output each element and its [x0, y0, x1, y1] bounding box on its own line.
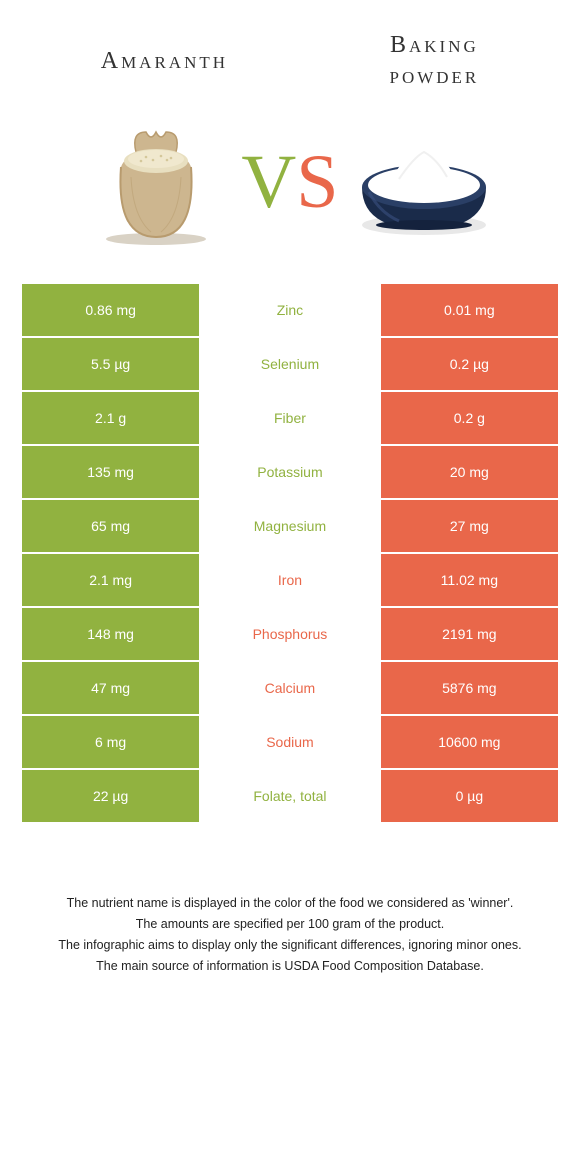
nutrient-name-cell: Potassium [200, 445, 379, 499]
footer-line: The infographic aims to display only the… [40, 936, 540, 955]
table-row: 22 µgFolate, total0 µg [21, 769, 559, 823]
baking-powder-image [349, 112, 499, 252]
right-food-title: Bakingpowder [389, 30, 479, 92]
header: Amaranth Bakingpowder [0, 0, 580, 102]
right-value-cell: 11.02 mg [380, 553, 559, 607]
left-value-cell: 2.1 g [21, 391, 200, 445]
table-row: 6 mgSodium10600 mg [21, 715, 559, 769]
nutrient-name-cell: Fiber [200, 391, 379, 445]
nutrient-name-cell: Folate, total [200, 769, 379, 823]
nutrient-name-cell: Magnesium [200, 499, 379, 553]
left-value-cell: 5.5 µg [21, 337, 200, 391]
left-value-cell: 65 mg [21, 499, 200, 553]
left-value-cell: 22 µg [21, 769, 200, 823]
table-row: 2.1 gFiber0.2 g [21, 391, 559, 445]
right-value-cell: 0 µg [380, 769, 559, 823]
right-value-cell: 10600 mg [380, 715, 559, 769]
table-row: 65 mgMagnesium27 mg [21, 499, 559, 553]
left-value-cell: 6 mg [21, 715, 200, 769]
footer-line: The nutrient name is displayed in the co… [40, 894, 540, 913]
vs-s: S [296, 140, 338, 224]
table-row: 148 mgPhosphorus2191 mg [21, 607, 559, 661]
nutrient-name-cell: Calcium [200, 661, 379, 715]
table-row: 2.1 mgIron11.02 mg [21, 553, 559, 607]
table-row: 47 mgCalcium5876 mg [21, 661, 559, 715]
left-value-cell: 135 mg [21, 445, 200, 499]
right-value-cell: 2191 mg [380, 607, 559, 661]
nutrient-name-cell: Sodium [200, 715, 379, 769]
left-food-title: Amaranth [101, 48, 228, 75]
table-row: 5.5 µgSelenium0.2 µg [21, 337, 559, 391]
nutrient-name-cell: Selenium [200, 337, 379, 391]
nutrient-name-cell: Phosphorus [200, 607, 379, 661]
right-value-cell: 0.01 mg [380, 283, 559, 337]
right-value-cell: 27 mg [380, 499, 559, 553]
nutrient-name-cell: Zinc [200, 283, 379, 337]
nutrient-table: 0.86 mgZinc0.01 mg5.5 µgSelenium0.2 µg2.… [20, 282, 560, 824]
left-value-cell: 2.1 mg [21, 553, 200, 607]
footer-notes: The nutrient name is displayed in the co… [40, 894, 540, 977]
footer-line: The main source of information is USDA F… [40, 957, 540, 976]
amaranth-image [81, 112, 231, 252]
hero-row: VS [0, 102, 580, 282]
table-row: 0.86 mgZinc0.01 mg [21, 283, 559, 337]
right-value-cell: 5876 mg [380, 661, 559, 715]
footer-line: The amounts are specified per 100 gram o… [40, 915, 540, 934]
vs-label: VS [241, 139, 338, 226]
vs-v: V [241, 140, 296, 224]
right-value-cell: 0.2 g [380, 391, 559, 445]
nutrient-name-cell: Iron [200, 553, 379, 607]
right-value-cell: 0.2 µg [380, 337, 559, 391]
left-value-cell: 0.86 mg [21, 283, 200, 337]
right-value-cell: 20 mg [380, 445, 559, 499]
table-row: 135 mgPotassium20 mg [21, 445, 559, 499]
left-value-cell: 148 mg [21, 607, 200, 661]
left-value-cell: 47 mg [21, 661, 200, 715]
